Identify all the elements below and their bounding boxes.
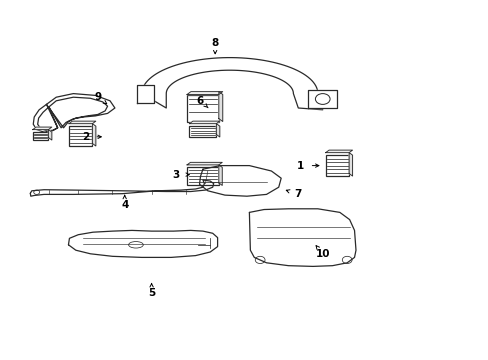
Polygon shape (219, 165, 222, 185)
Polygon shape (249, 209, 355, 266)
FancyBboxPatch shape (33, 132, 48, 140)
FancyBboxPatch shape (189, 126, 216, 137)
Text: 2: 2 (82, 132, 89, 142)
Polygon shape (33, 127, 52, 130)
Text: 1: 1 (297, 161, 304, 171)
Text: 3: 3 (172, 170, 179, 180)
Polygon shape (92, 123, 96, 146)
FancyBboxPatch shape (186, 94, 218, 122)
Polygon shape (216, 123, 219, 137)
Polygon shape (48, 130, 52, 140)
Polygon shape (186, 162, 222, 165)
Polygon shape (46, 94, 115, 128)
Text: 7: 7 (294, 189, 302, 199)
Polygon shape (68, 230, 217, 257)
FancyBboxPatch shape (325, 155, 348, 176)
Polygon shape (33, 104, 58, 132)
Polygon shape (30, 180, 213, 196)
Polygon shape (199, 166, 281, 196)
FancyBboxPatch shape (69, 126, 92, 146)
Text: 6: 6 (197, 96, 203, 106)
FancyBboxPatch shape (186, 167, 218, 185)
Polygon shape (219, 91, 223, 122)
Text: 5: 5 (148, 288, 155, 298)
Text: 8: 8 (211, 38, 218, 48)
Text: 4: 4 (121, 200, 128, 210)
Polygon shape (307, 90, 337, 108)
Polygon shape (348, 153, 352, 176)
Text: 9: 9 (94, 92, 101, 102)
Polygon shape (142, 58, 322, 110)
Polygon shape (186, 91, 223, 94)
Polygon shape (325, 150, 352, 153)
Text: 10: 10 (315, 249, 329, 259)
Polygon shape (137, 85, 154, 103)
Polygon shape (69, 121, 96, 123)
Polygon shape (189, 121, 219, 123)
